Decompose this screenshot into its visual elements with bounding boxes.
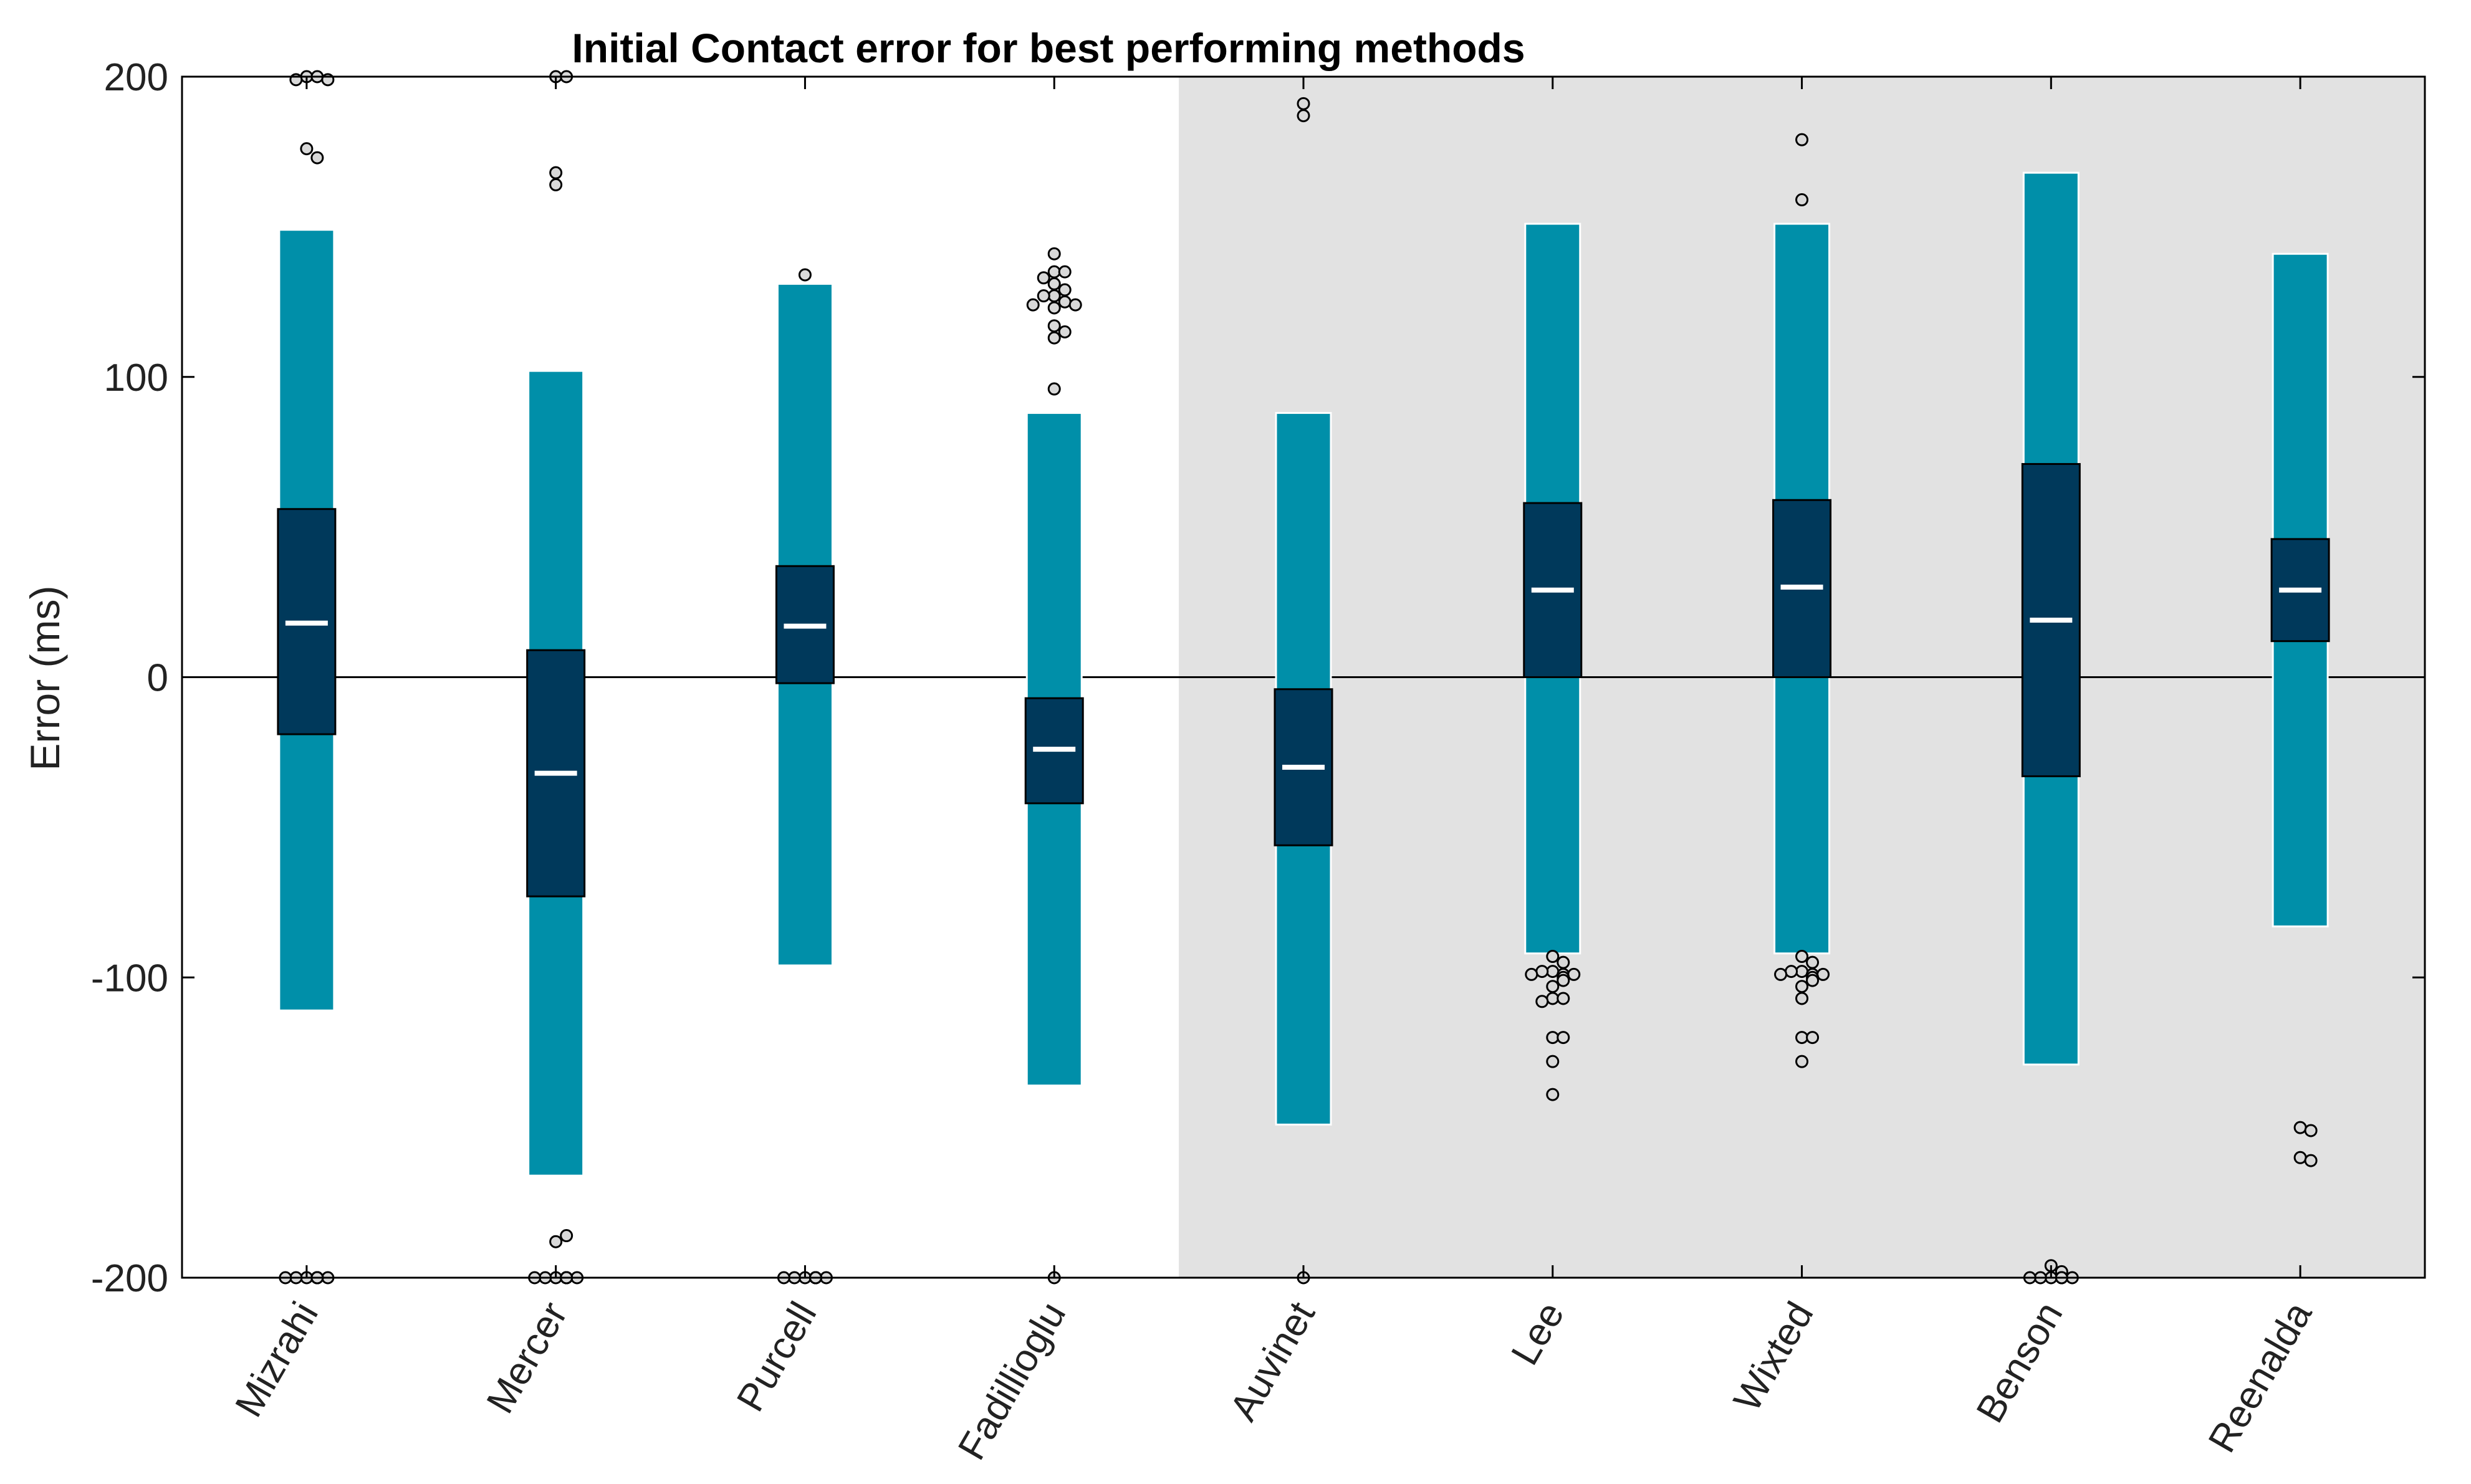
outlier-point [2293,1151,2307,1164]
outlier-point [2293,1121,2307,1134]
outlier-point [1806,1031,1820,1045]
y-tick-label: 100 [104,357,168,400]
outlier-point [1047,382,1061,396]
outlier-point [1795,965,1809,979]
outlier-point [1546,1055,1560,1068]
outlier-point [310,151,324,165]
outlier-point [1525,967,1538,981]
outlier-point [1795,133,1809,146]
outlier-point [1047,331,1061,345]
y-axis-ticks: -200 -100 0 100 200 [91,56,2425,1300]
outlier-point [1557,955,1570,969]
outlier-point [1058,325,1072,338]
outlier-point [1047,277,1061,290]
outlier-point [1795,980,1809,993]
outlier-point [1795,950,1809,964]
outlier-point [1557,974,1570,987]
outlier-point [1795,992,1809,1005]
outlier-point [1774,967,1788,981]
outlier-point [1785,965,1798,979]
outlier-point [1068,298,1082,312]
outlier-point [1058,283,1072,297]
outlier-point [1557,1031,1570,1045]
outlier-point [1557,992,1570,1005]
outlier-point [2304,1154,2318,1167]
outlier-point [1037,289,1050,303]
outlier-point [1795,1055,1809,1068]
outlier-point [1297,109,1310,123]
outlier-point [1546,950,1560,964]
outlier-point [1795,193,1809,207]
y-tick-label: -100 [91,957,168,1000]
y-tick-label: 200 [104,56,168,99]
outlier-point [300,142,314,156]
outlier-point [1546,1088,1560,1101]
outlier-point [1567,967,1581,981]
outlier-point [549,1235,563,1248]
outlier-point [1546,992,1560,1005]
outlier-point [1816,967,1830,981]
outlier-point [798,268,812,282]
outlier-point [1047,289,1061,303]
outlier-point [1546,980,1560,993]
outlier-point [1546,1031,1560,1045]
outlier-point [1058,295,1072,309]
outlier-point [1026,298,1040,312]
outlier-point [549,166,563,180]
y-axis-label: Error (ms) [22,586,68,771]
outlier-point [1546,965,1560,979]
y-tick-label: 0 [147,657,168,700]
chart-title: Initial Contact error for best performin… [572,25,1525,71]
outlier-point [2304,1124,2318,1137]
outlier-point [1037,271,1050,285]
outlier-point [1297,97,1310,110]
outlier-point [1806,974,1820,987]
outlier-point [1795,1031,1809,1045]
outlier-point [1047,301,1061,315]
outlier-point [1806,955,1820,969]
outlier-point [1047,265,1061,279]
outlier-point [1047,319,1061,333]
box-group [277,171,2330,1177]
y-tick-label: -200 [91,1257,168,1300]
outlier-point [1047,247,1061,261]
outlier-point [1535,965,1549,979]
outlier-point [1535,995,1549,1008]
outlier-point [549,178,563,191]
outlier-point [560,1229,573,1243]
outlier-point [1058,265,1072,279]
